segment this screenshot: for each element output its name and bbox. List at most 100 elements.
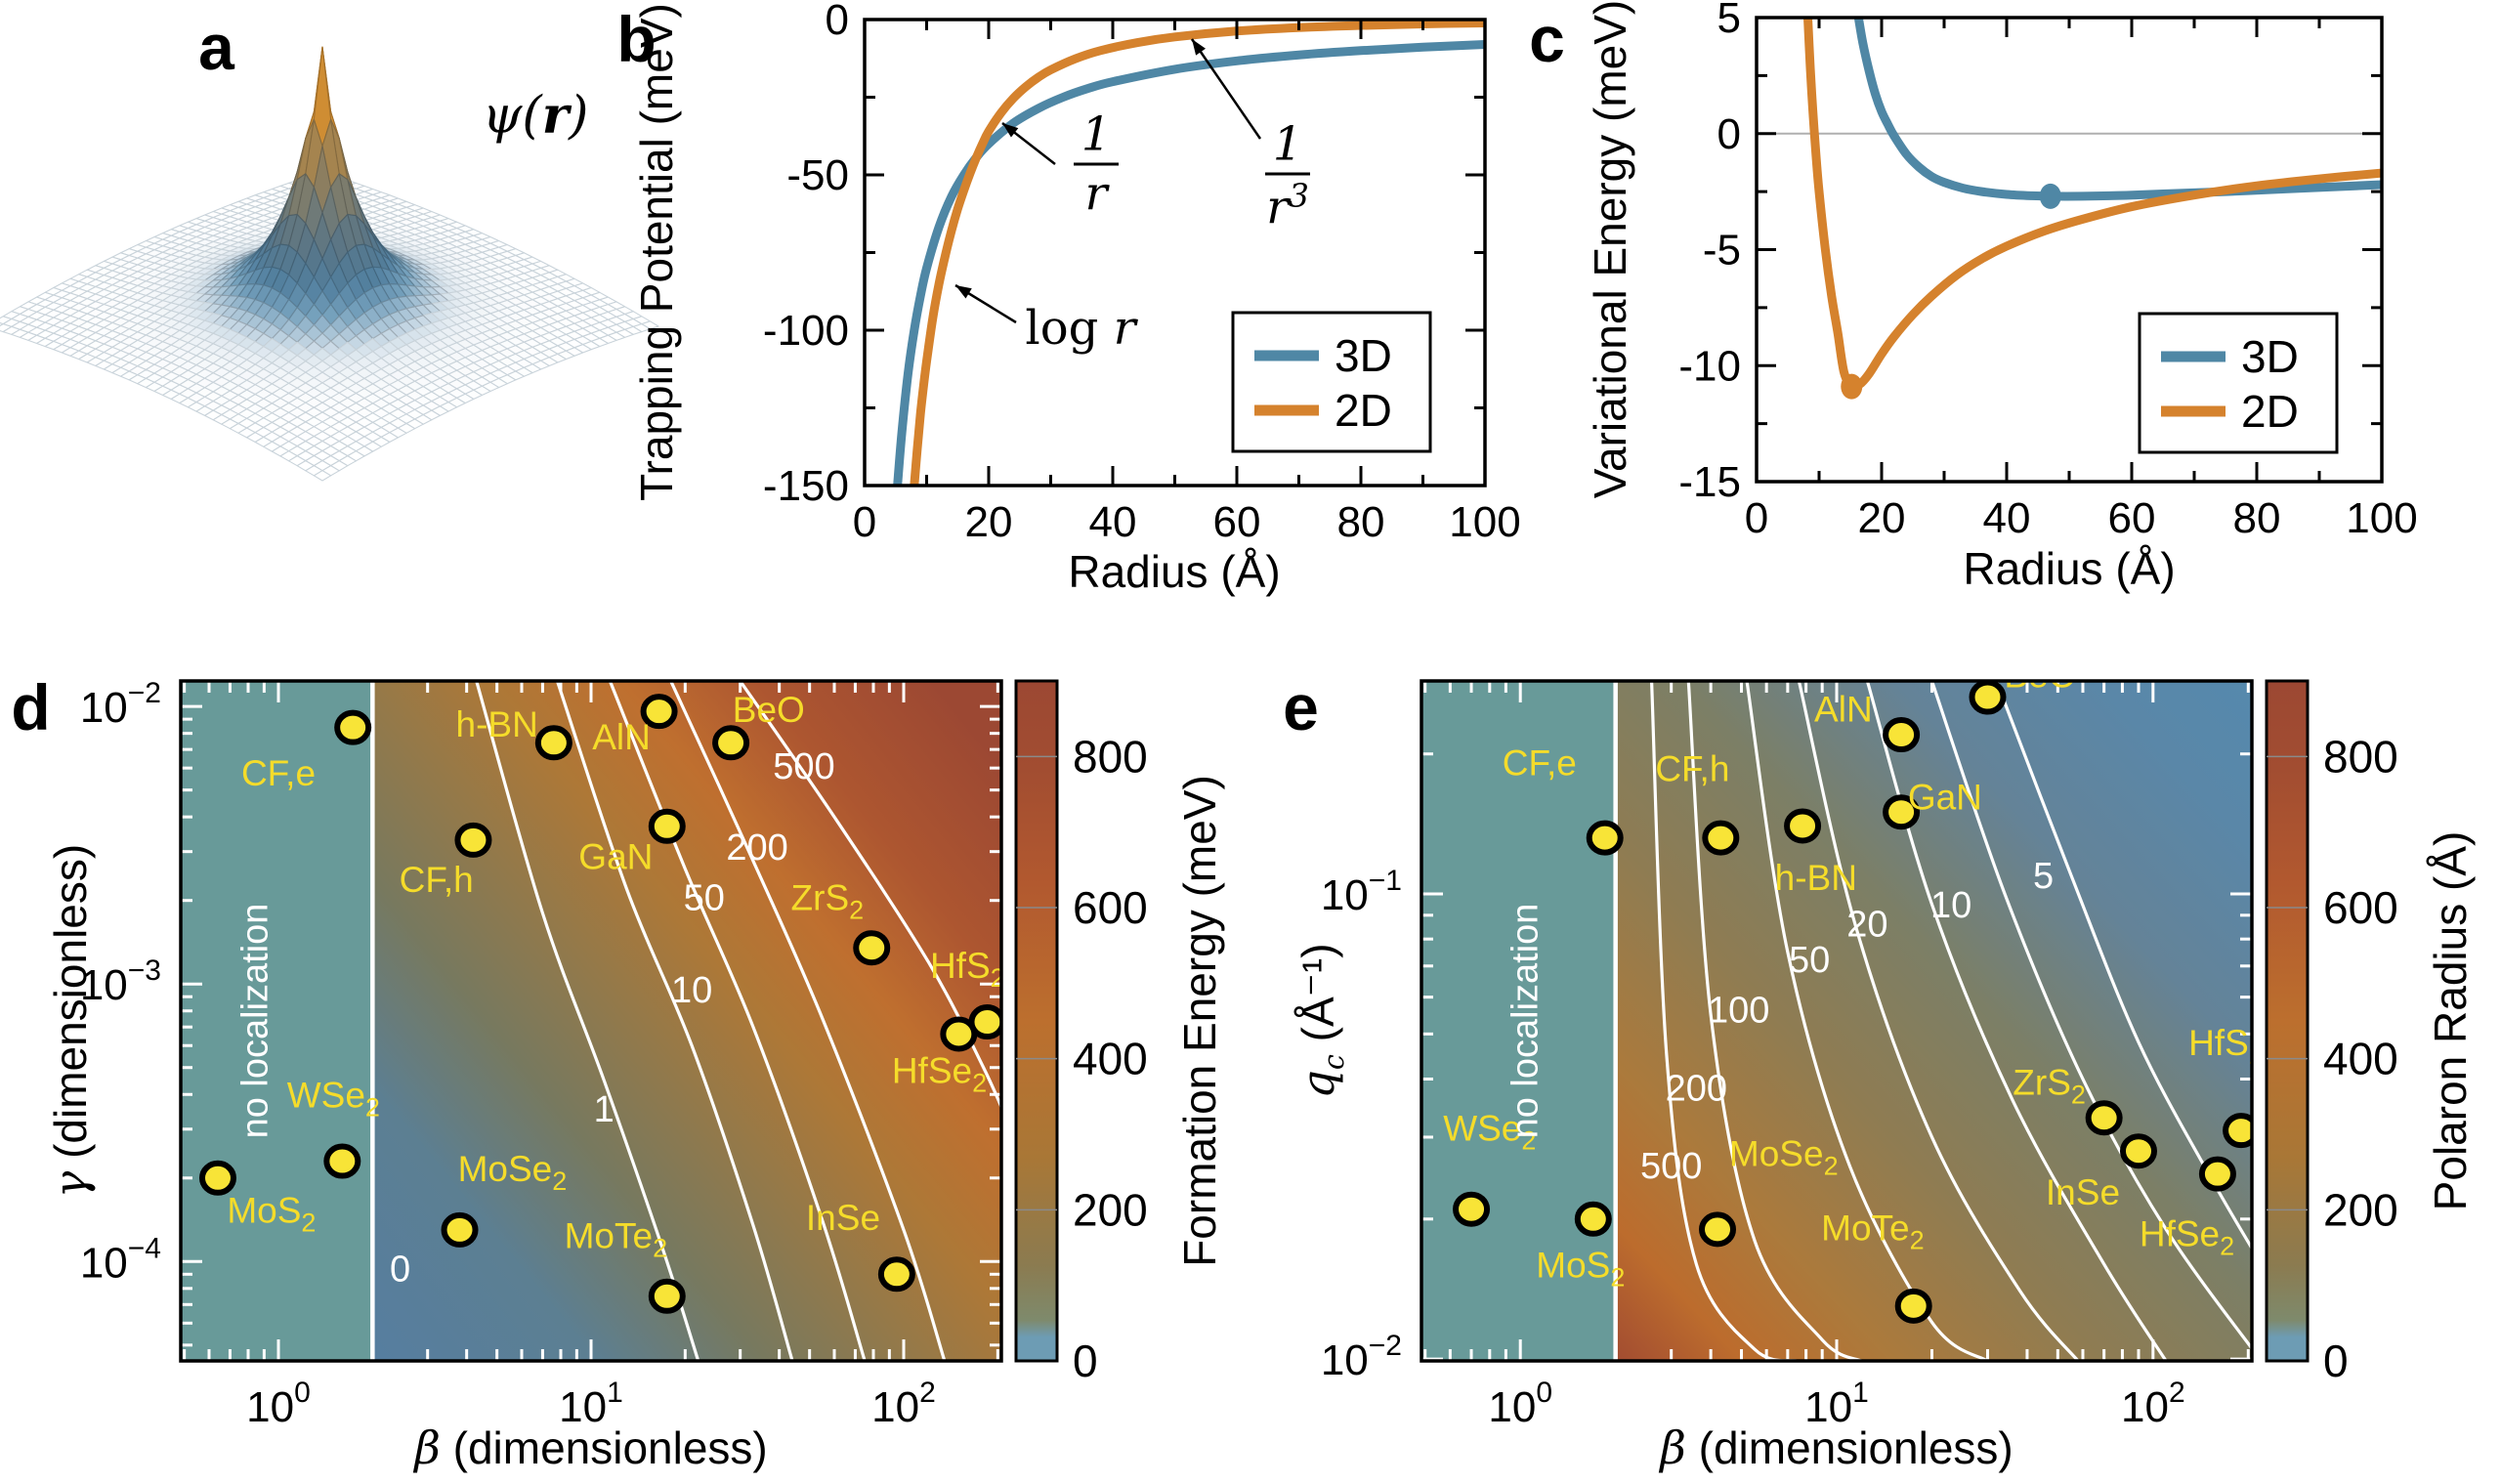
svg-text:100: 100 (1708, 990, 1769, 1031)
panel-d-xlabel: β (dimensionless) (414, 1421, 768, 1474)
svg-text:CF,h: CF,h (400, 860, 474, 900)
svg-text:MoS2: MoS2 (1536, 1245, 1625, 1292)
svg-text:InSe: InSe (806, 1198, 880, 1238)
svg-text:200: 200 (1073, 1184, 1148, 1235)
svg-text:500: 500 (773, 746, 834, 787)
svg-text:800: 800 (1073, 731, 1148, 782)
panel-e-no-localization-label: no localization (1505, 903, 1547, 1139)
annotation-one-over-r-cubed: 1 r3 (1265, 116, 1310, 235)
panel-d-letter: d (11, 671, 52, 743)
svg-text:0: 0 (1073, 1336, 1098, 1386)
svg-text:101: 101 (1804, 1377, 1869, 1431)
svg-text:2D: 2D (2241, 386, 2299, 437)
svg-text:MoS2: MoS2 (227, 1191, 316, 1238)
svg-text:0: 0 (826, 0, 849, 44)
svg-text:20: 20 (1846, 905, 1887, 946)
panel-d-no-localization-label: no localization (234, 903, 276, 1139)
svg-text:3D: 3D (2241, 331, 2299, 382)
svg-text:GaN: GaN (1908, 777, 1982, 817)
panel-c-xlabel: Radius (Å) (1963, 543, 2176, 594)
svg-text:1: 1 (594, 1089, 615, 1130)
svg-text:5: 5 (2033, 856, 2054, 897)
svg-text:101: 101 (559, 1377, 623, 1431)
svg-text:BeO: BeO (733, 690, 805, 730)
svg-text:100: 100 (246, 1377, 311, 1431)
panel-d-ylabel: γ (dimensionless) (44, 843, 97, 1199)
svg-text:100: 100 (2346, 494, 2417, 542)
svg-text:50: 50 (1789, 940, 1830, 981)
svg-text:800: 800 (2323, 731, 2398, 782)
panel-e-colorbar-title: Polaron Radius (Å) (2425, 830, 2476, 1211)
svg-text:200: 200 (726, 827, 787, 869)
svg-text:5: 5 (1717, 0, 1741, 42)
svg-text:CF,h: CF,h (1655, 748, 1729, 788)
svg-text:40: 40 (1089, 498, 1137, 546)
svg-text:BeO: BeO (2004, 656, 2076, 696)
svg-text:102: 102 (2121, 1377, 2185, 1431)
svg-text:h-BN: h-BN (1775, 858, 1857, 898)
panel-d-formation-energy-map: 011050200500MoS2WSe2CF,eCF,hh-BNMoSe2AlN… (80, 677, 1148, 1431)
svg-text:10−1: 10−1 (1321, 865, 1402, 919)
svg-text:80: 80 (2233, 494, 2281, 542)
svg-text:20: 20 (965, 498, 1013, 546)
svg-text:HfS2: HfS2 (930, 946, 1005, 993)
svg-text:0: 0 (1717, 110, 1741, 158)
svg-text:-100: -100 (763, 307, 849, 355)
svg-text:600: 600 (2323, 882, 2398, 933)
svg-text:-5: -5 (1703, 227, 1741, 275)
svg-text:GaN: GaN (578, 836, 653, 876)
svg-text:MoSe2: MoSe2 (458, 1149, 568, 1196)
panel-a-letter: a (198, 11, 235, 83)
panel-b-xlabel: Radius (Å) (1068, 546, 1281, 597)
svg-text:ZrS2: ZrS2 (2013, 1063, 2086, 1110)
svg-text:40: 40 (1983, 494, 2031, 542)
svg-text:60: 60 (2108, 494, 2156, 542)
svg-text:200: 200 (1666, 1068, 1727, 1109)
svg-text:0: 0 (390, 1249, 410, 1290)
svg-text:2D: 2D (1335, 385, 1392, 436)
svg-text:MoSe2: MoSe2 (1729, 1134, 1839, 1181)
svg-text:-10: -10 (1678, 342, 1741, 390)
svg-text:20: 20 (1858, 494, 1906, 542)
svg-text:3D: 3D (1335, 330, 1392, 381)
panel-e-letter: e (1283, 671, 1320, 743)
panel-c-ylabel: Variational Energy (meV) (1585, 0, 1635, 499)
svg-text:CF,e: CF,e (1503, 743, 1577, 784)
panel-e-ylabel: qc (Å⁻¹) (1291, 943, 1351, 1099)
svg-text:CF,e: CF,e (241, 753, 316, 793)
svg-text:-15: -15 (1678, 458, 1741, 506)
panel-b-letter: b (616, 3, 657, 75)
svg-text:-150: -150 (763, 462, 849, 510)
wavefunction-label: ψ(r) (482, 85, 589, 146)
panel-d-colorbar-title: Formation Energy (meV) (1174, 775, 1225, 1267)
svg-text:0: 0 (2323, 1336, 2349, 1386)
annotation-log-r: log r (1025, 301, 1136, 356)
panel-a-surface (0, 46, 659, 482)
svg-text:MoTe2: MoTe2 (1821, 1208, 1925, 1255)
svg-text:200: 200 (2323, 1184, 2398, 1235)
svg-text:50: 50 (684, 877, 725, 918)
svg-text:WSe2: WSe2 (1443, 1108, 1536, 1155)
svg-text:80: 80 (1337, 498, 1385, 546)
svg-text:10−3: 10−3 (80, 954, 161, 1009)
panel-e-xlabel: β (dimensionless) (1660, 1421, 2014, 1474)
svg-text:600: 600 (1073, 882, 1148, 933)
svg-text:102: 102 (871, 1377, 936, 1431)
svg-text:10−2: 10−2 (1321, 1330, 1402, 1384)
svg-text:HfS2: HfS2 (2188, 1023, 2264, 1070)
svg-text:-50: -50 (786, 151, 849, 199)
svg-text:10: 10 (1930, 885, 1971, 926)
svg-text:WSe2: WSe2 (287, 1075, 380, 1122)
svg-text:InSe: InSe (2046, 1172, 2120, 1212)
svg-text:HfSe2: HfSe2 (892, 1051, 987, 1098)
svg-text:10−2: 10−2 (80, 677, 161, 732)
svg-text:400: 400 (1073, 1034, 1148, 1084)
panel-b-ylabel: Trapping Potential (meV) (631, 3, 682, 501)
panel-c-letter: c (1529, 3, 1566, 75)
svg-text:500: 500 (1640, 1146, 1702, 1187)
